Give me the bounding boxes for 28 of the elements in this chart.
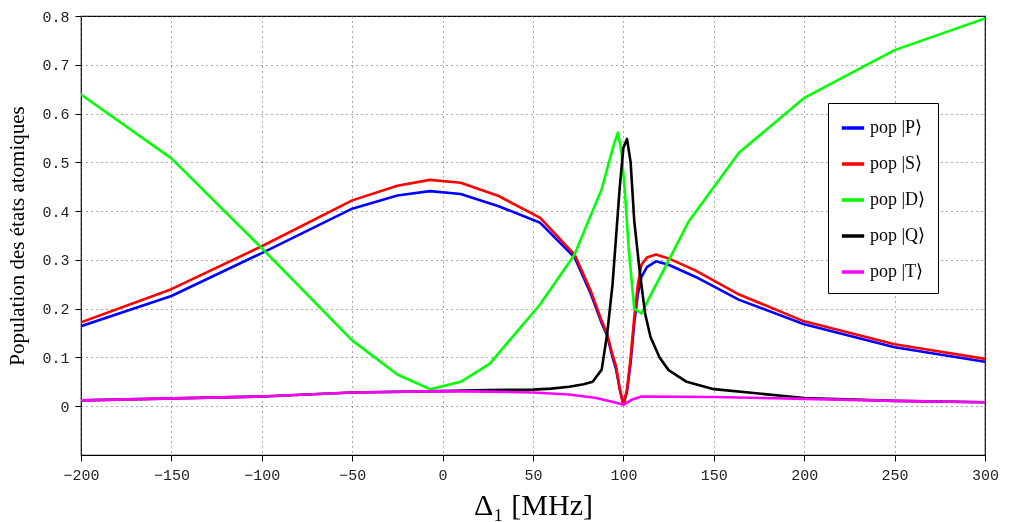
y-tick-label: 0.6 <box>42 107 70 125</box>
y-tick-label: 0.7 <box>42 58 70 76</box>
x-tick-label: −200 <box>63 467 100 485</box>
y-tick-label: 0 <box>60 399 70 417</box>
legend-label: pop |Q⟩ <box>870 225 926 245</box>
x-tick-label: 300 <box>971 467 1000 485</box>
legend-label: pop |P⟩ <box>870 117 923 137</box>
y-tick-label: 0.4 <box>42 204 70 222</box>
x-tick-label: −50 <box>339 467 367 485</box>
legend-label: pop |T⟩ <box>870 261 924 281</box>
y-tick-label: 0.2 <box>42 302 70 320</box>
x-tick-label: −100 <box>244 467 281 485</box>
x-axis-title: Δ₁ [MHz] <box>474 487 593 521</box>
x-tick-label: −150 <box>153 467 190 485</box>
y-tick-label: 0.5 <box>42 155 70 173</box>
y-axis-title: Population des états atomiques <box>5 106 30 366</box>
y-tick-label: 0.3 <box>42 253 70 271</box>
y-tick-label: 0.8 <box>42 9 70 27</box>
y-tick-label: 0.1 <box>42 350 70 368</box>
x-tick-label: 150 <box>700 467 728 485</box>
line-series <box>81 389 985 407</box>
legend-label: pop |S⟩ <box>870 153 923 173</box>
x-tick-label: 50 <box>524 467 543 485</box>
x-tick-label: 100 <box>610 467 638 485</box>
x-tick-label: 250 <box>881 467 909 485</box>
x-tick-label: 200 <box>791 467 819 485</box>
x-tick-label: 0 <box>438 467 448 485</box>
legend-label: pop |D⟩ <box>870 189 926 209</box>
